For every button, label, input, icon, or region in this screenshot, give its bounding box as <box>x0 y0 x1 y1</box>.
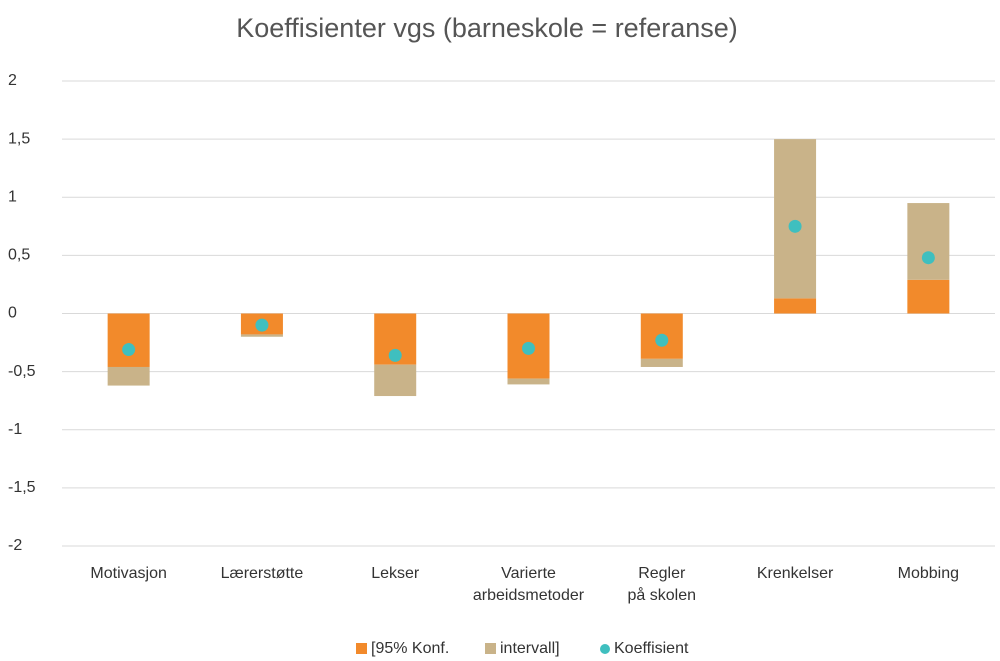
bar-segment <box>774 298 817 314</box>
x-tick-label: Krenkelser <box>756 565 834 582</box>
legend-label: intervall] <box>500 640 560 657</box>
bar-segment <box>907 203 950 280</box>
bar-segment <box>107 366 150 386</box>
bar-segment <box>640 358 683 367</box>
legend-label: Koeffisient <box>614 640 689 657</box>
legend-label: [95% Konf. <box>371 640 450 657</box>
x-tick-label: Lekser <box>371 565 420 582</box>
y-tick-label: 0,5 <box>8 247 30 264</box>
bar-segment <box>374 364 417 397</box>
bar-segment <box>507 378 550 385</box>
legend-swatch <box>600 644 610 654</box>
x-tick-label: Varierte arbeidsmetoder <box>472 565 585 604</box>
x-tick-label: Mobbing <box>897 565 960 582</box>
y-tick-label: 0 <box>8 305 17 322</box>
point <box>921 251 935 265</box>
y-tick-label: -0,5 <box>8 363 36 380</box>
point <box>388 348 402 362</box>
y-tick-label: -1,5 <box>8 479 36 496</box>
point <box>255 318 269 332</box>
y-tick-label: 1 <box>8 188 17 205</box>
x-tick-label: Motivasjon <box>90 565 167 582</box>
x-tick-label: Regler på skolen <box>627 565 697 604</box>
chart-title: Koeffisienter vgs (barneskole = referans… <box>236 13 738 43</box>
x-tick-label: Lærerstøtte <box>220 565 304 582</box>
bar-segment <box>240 334 283 337</box>
y-tick-label: 1,5 <box>8 130 30 147</box>
legend-swatch <box>485 643 496 654</box>
y-tick-label: 2 <box>8 72 17 89</box>
bar-segment <box>907 279 950 314</box>
point <box>655 333 669 347</box>
y-tick-label: -1 <box>8 421 22 438</box>
point <box>522 341 535 355</box>
point <box>122 343 136 357</box>
legend-swatch <box>356 643 367 654</box>
bar-segment <box>107 313 150 367</box>
point <box>788 219 802 233</box>
bar-segment <box>774 139 817 299</box>
y-tick-label: -2 <box>8 537 22 554</box>
